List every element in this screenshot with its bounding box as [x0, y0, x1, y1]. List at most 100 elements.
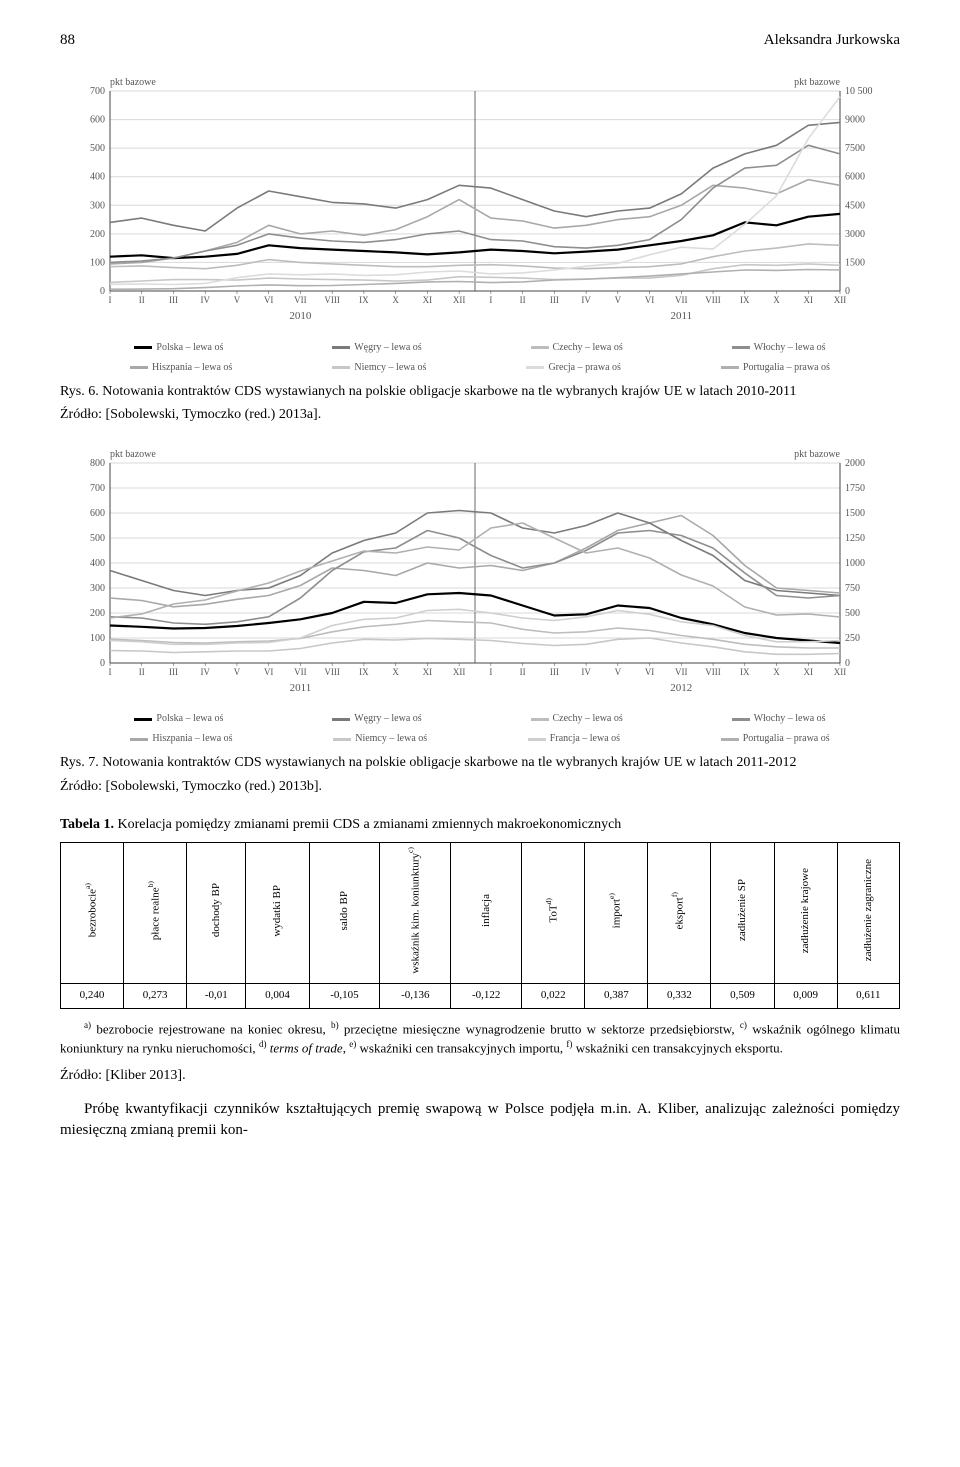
svg-text:IV: IV	[200, 667, 210, 677]
table-cell: 0,004	[246, 984, 309, 1008]
svg-text:IX: IX	[359, 295, 369, 305]
table-header-cell: ToTd)	[522, 843, 585, 984]
svg-text:XI: XI	[423, 295, 433, 305]
chart-2-source: Źródło: [Sobolewski, Tymoczko (red.) 201…	[60, 777, 900, 797]
table-data-row: 0,2400,273-0,010,004-0,105-0,136-0,1220,…	[61, 984, 900, 1008]
svg-text:0: 0	[100, 286, 105, 297]
svg-text:IX: IX	[740, 295, 750, 305]
legend-swatch	[134, 718, 152, 721]
chart-2-block: 0100200300400500600700800025050075010001…	[60, 443, 900, 797]
legend-label: Portugalia – prawa oś	[743, 361, 830, 375]
legend-swatch	[130, 366, 148, 369]
chart-1-legend: Polska – lewa oś Węgry – lewa oś Czechy – …	[60, 338, 900, 378]
legend-item: Portugalia – prawa oś	[721, 732, 830, 746]
table-header-cell: zadłużenie SP	[711, 843, 774, 984]
svg-text:2010: 2010	[289, 310, 312, 322]
table-source: Źródło: [Kliber 2013].	[60, 1066, 900, 1086]
legend-item: Czechy – lewa oś	[531, 341, 623, 355]
table-cell: 0,009	[774, 984, 837, 1008]
svg-text:IV: IV	[581, 667, 591, 677]
legend-item: Węgry – lewa oś	[332, 341, 421, 355]
correlation-table: bezrobociea)płace realneb)dochody BPwyda…	[60, 842, 900, 1008]
svg-text:pkt bazowe: pkt bazowe	[794, 77, 840, 88]
svg-text:III: III	[169, 295, 178, 305]
table-cell: -0,122	[451, 984, 522, 1008]
legend-label: Hiszpania – lewa oś	[152, 361, 232, 375]
svg-text:pkt bazowe: pkt bazowe	[110, 77, 156, 88]
svg-text:1750: 1750	[845, 483, 865, 494]
svg-text:VIII: VIII	[324, 295, 340, 305]
svg-text:VII: VII	[675, 667, 688, 677]
table-header-cell: zadłużenie zagraniczne	[837, 843, 899, 984]
svg-text:VII: VII	[675, 295, 688, 305]
legend-item: Hiszpania – lewa oś	[130, 732, 232, 746]
chart-1-source: Źródło: [Sobolewski, Tymoczko (red.) 201…	[60, 405, 900, 425]
chart-2-legend: Polska – lewa ośWęgry – lewa ośCzechy – …	[60, 709, 900, 749]
svg-text:XII: XII	[834, 667, 847, 677]
svg-text:I: I	[109, 667, 112, 677]
svg-text:V: V	[234, 295, 241, 305]
svg-text:IV: IV	[581, 295, 591, 305]
table-header-cell: płace realneb)	[124, 843, 187, 984]
svg-text:XII: XII	[453, 667, 466, 677]
table-cell: -0,136	[380, 984, 451, 1008]
table-cell: 0,240	[61, 984, 124, 1008]
svg-text:V: V	[615, 667, 622, 677]
svg-text:II: II	[520, 667, 526, 677]
legend-item: Grecja – prawa oś	[526, 361, 620, 375]
svg-text:4500: 4500	[845, 200, 865, 211]
svg-text:pkt bazowe: pkt bazowe	[110, 449, 156, 460]
table-cell: 0,022	[522, 984, 585, 1008]
legend-item: Czechy – lewa oś	[531, 712, 623, 726]
svg-text:XII: XII	[453, 295, 466, 305]
svg-text:500: 500	[90, 143, 105, 154]
legend-label: Hiszpania – lewa oś	[152, 732, 232, 746]
svg-text:600: 600	[90, 508, 105, 519]
legend-label: Polska – lewa oś	[156, 341, 223, 355]
svg-text:X: X	[773, 295, 780, 305]
page-header: 88 Aleksandra Jurkowska	[60, 30, 900, 51]
chart-1: 0100200300400500600700015003000450060007…	[60, 71, 900, 331]
legend-item: Portugalia – prawa oś	[721, 361, 830, 375]
svg-text:6000: 6000	[845, 172, 865, 183]
svg-text:IV: IV	[200, 295, 210, 305]
table-cell: -0,105	[309, 984, 380, 1008]
svg-text:V: V	[234, 667, 241, 677]
svg-text:III: III	[550, 295, 559, 305]
svg-text:700: 700	[90, 483, 105, 494]
legend-item: Niemcy – lewa oś	[332, 361, 426, 375]
table-header-cell: saldo BP	[309, 843, 380, 984]
svg-text:VI: VI	[645, 295, 655, 305]
table-header-row: bezrobociea)płace realneb)dochody BPwyda…	[61, 843, 900, 984]
chart-1-block: 0100200300400500600700015003000450060007…	[60, 71, 900, 425]
legend-label: Francja – lewa oś	[550, 732, 620, 746]
svg-text:300: 300	[90, 583, 105, 594]
svg-text:XI: XI	[804, 295, 814, 305]
legend-swatch	[332, 366, 350, 369]
legend-label: Włochy – lewa oś	[754, 712, 826, 726]
svg-text:XII: XII	[834, 295, 847, 305]
table-caption-prefix: Tabela 1.	[60, 817, 114, 832]
table-header-cell: inflacja	[451, 843, 522, 984]
svg-text:10 500: 10 500	[845, 86, 873, 97]
svg-text:IX: IX	[359, 667, 369, 677]
author-name: Aleksandra Jurkowska	[764, 30, 900, 51]
svg-text:X: X	[392, 295, 399, 305]
table-header-cell: importe)	[585, 843, 648, 984]
svg-text:1500: 1500	[845, 257, 865, 268]
legend-item: Niemcy – lewa oś	[333, 732, 427, 746]
legend-item: Hiszpania – lewa oś	[130, 361, 232, 375]
svg-text:1500: 1500	[845, 508, 865, 519]
table-cell: 0,387	[585, 984, 648, 1008]
svg-text:2012: 2012	[670, 682, 692, 694]
legend-item: Francja – lewa oś	[528, 732, 620, 746]
svg-text:VI: VI	[264, 295, 274, 305]
svg-text:VI: VI	[645, 667, 655, 677]
legend-swatch	[332, 346, 350, 349]
legend-label: Czechy – lewa oś	[553, 341, 623, 355]
legend-swatch	[721, 366, 739, 369]
page-number: 88	[60, 30, 75, 51]
body-paragraph: Próbę kwantyfikacji czynników kształtują…	[60, 1099, 900, 1141]
legend-item: Węgry – lewa oś	[332, 712, 421, 726]
svg-text:100: 100	[90, 257, 105, 268]
